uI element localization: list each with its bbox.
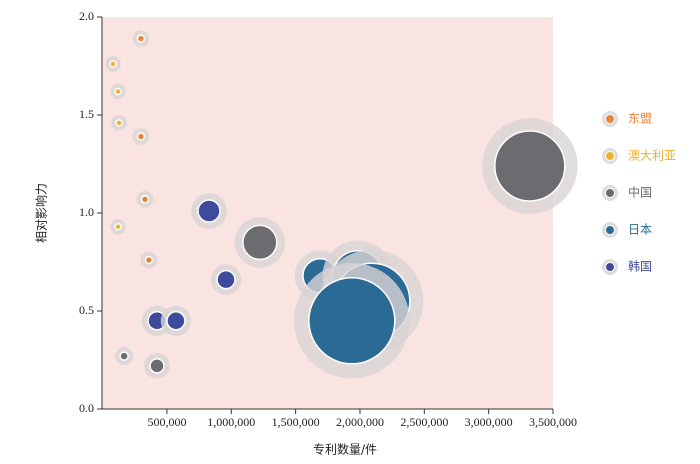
y-tick-label: 0.5 xyxy=(79,303,94,317)
legend-label: 中国 xyxy=(628,185,652,200)
x-tick-label: 3,000,000 xyxy=(465,415,513,429)
x-tick-label: 3,500,000 xyxy=(529,415,577,429)
bubble xyxy=(494,130,566,202)
bubble xyxy=(115,119,123,127)
x-tick-label: 500,000 xyxy=(147,415,186,429)
bubble xyxy=(308,277,396,365)
y-tick-label: 1.0 xyxy=(79,205,94,219)
legend-marker xyxy=(605,225,615,235)
legend-marker xyxy=(605,262,615,272)
y-tick-label: 0.0 xyxy=(79,401,94,415)
bubble xyxy=(149,358,165,374)
x-tick-label: 1,000,000 xyxy=(207,415,255,429)
x-axis-label: 专利数量/件 xyxy=(313,442,377,457)
y-axis-label: 相对影响力 xyxy=(34,183,49,243)
bubble xyxy=(114,87,122,96)
legend-label: 日本 xyxy=(628,223,652,237)
legend-label: 东盟 xyxy=(628,112,652,126)
legend-marker xyxy=(605,188,615,198)
y-tick-label: 2.0 xyxy=(79,9,94,23)
bubble xyxy=(114,222,122,231)
x-tick-label: 2,000,000 xyxy=(336,415,384,429)
bubble xyxy=(136,34,146,43)
y-tick-label: 1.5 xyxy=(79,107,94,121)
legend-marker xyxy=(605,151,615,161)
legend-label: 韩国 xyxy=(628,259,652,274)
bubble xyxy=(166,311,186,331)
bubble xyxy=(144,255,154,265)
bubble xyxy=(119,351,129,361)
bubble xyxy=(140,195,150,204)
bubble xyxy=(109,60,117,68)
x-tick-label: 1,500,000 xyxy=(272,415,320,429)
legend-label: 澳大利亚 xyxy=(628,149,676,163)
bubble xyxy=(216,269,236,290)
x-tick-label: 2,500,000 xyxy=(400,415,448,429)
legend-marker xyxy=(605,114,615,124)
bubble xyxy=(242,224,278,261)
bubble xyxy=(136,132,146,141)
bubble xyxy=(197,199,221,223)
